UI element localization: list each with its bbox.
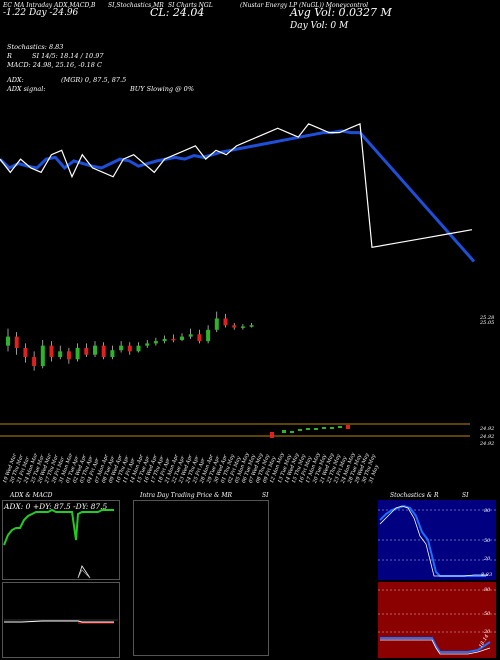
rsi-bg bbox=[378, 582, 496, 658]
candle-body bbox=[136, 345, 141, 352]
volume-bar bbox=[322, 427, 326, 429]
header-title-left: EC MA Intraday ADX,MACD,B bbox=[3, 2, 96, 9]
candlestick-chart bbox=[6, 311, 254, 371]
candle-body bbox=[232, 325, 237, 328]
adx-line bbox=[3, 508, 114, 546]
adx-readout: ADX: 0 +DY: 87.5 -DY: 87.5 bbox=[4, 502, 108, 511]
candle-body bbox=[249, 325, 254, 327]
stoch-tick-20: 20 bbox=[484, 556, 491, 562]
price-label-b: 25.05 bbox=[480, 320, 495, 326]
candle-body bbox=[93, 345, 97, 355]
volume-bar bbox=[314, 428, 318, 430]
stat-adx-signal: ADX signal: bbox=[7, 85, 46, 93]
volume-bar bbox=[330, 427, 334, 429]
candle-body bbox=[240, 326, 245, 328]
adx-panel bbox=[2, 500, 120, 580]
stoch-d-line bbox=[379, 505, 488, 577]
adx-di-line bbox=[77, 565, 91, 579]
candle-body bbox=[180, 336, 184, 340]
candle-body bbox=[214, 318, 219, 330]
macd-line bbox=[4, 620, 114, 623]
stoch-tick-50: 50 bbox=[484, 538, 491, 544]
rsi-signal-line bbox=[380, 639, 491, 655]
stat-si: SI 14/5: 18.14 / 10.97 bbox=[32, 52, 104, 60]
day-change: -1.22 Day -24.96 bbox=[3, 8, 79, 18]
candle-body bbox=[162, 338, 167, 342]
candle-body bbox=[101, 345, 106, 357]
volume-label-c: 24.92 bbox=[480, 441, 495, 447]
candle-body bbox=[6, 336, 10, 346]
stoch-panel-si: SI bbox=[462, 492, 469, 499]
stochastics-panel bbox=[378, 500, 496, 580]
rsi-tick-50: 50 bbox=[484, 611, 491, 617]
volume-bar bbox=[338, 426, 342, 428]
stoch-end-label: 8.83 bbox=[481, 572, 493, 578]
date-axis: 19 Wed Mar 20 Thu Mar 21 Fri Mar 24 Mon Mar… bbox=[0, 448, 500, 488]
stoch-tick-80: 80 bbox=[484, 508, 491, 514]
candle-body bbox=[23, 347, 28, 357]
adx-panel-title: ADX & MACD bbox=[10, 492, 53, 499]
candle-body bbox=[66, 351, 71, 360]
rsi-panel bbox=[378, 582, 496, 658]
header-title-mid: SI,Stochastics,MR bbox=[108, 2, 164, 9]
candle-body bbox=[188, 334, 193, 337]
stat-adx-val: (MGR) 0, 87.5, 87.5 bbox=[61, 76, 127, 84]
rsi-tick-20: 20 bbox=[484, 629, 491, 635]
day-volume: Day Vol: 0 M bbox=[290, 21, 349, 31]
candle-body bbox=[127, 345, 132, 352]
volume-bar bbox=[290, 431, 294, 433]
candle-body bbox=[75, 347, 80, 360]
stat-macd: MACD: 24.98, 25.16, -0.18 C bbox=[7, 61, 102, 69]
volume-label-b: 24.92 bbox=[480, 434, 495, 440]
stat-buy: BUY Slowing @ 0% bbox=[130, 85, 194, 93]
candle-body bbox=[14, 336, 19, 348]
candle-body bbox=[32, 357, 37, 367]
volume-chart bbox=[0, 423, 470, 438]
candle-body bbox=[40, 345, 45, 367]
intra-panel-si: SI bbox=[262, 492, 269, 499]
stat-adx: ADX: bbox=[7, 76, 24, 84]
volume-bar bbox=[346, 425, 350, 429]
candle-body bbox=[206, 329, 211, 342]
candle-body bbox=[171, 338, 176, 341]
intraday-panel-border bbox=[133, 500, 269, 656]
avg-volume: Avg Vol: 0.0327 M bbox=[290, 6, 392, 19]
candle-body bbox=[153, 341, 158, 344]
candle-body bbox=[84, 347, 89, 355]
rsi-tick-80: 80 bbox=[484, 587, 491, 593]
candle-body bbox=[223, 318, 228, 326]
stat-stochastics: Stochastics: 8.83 bbox=[7, 43, 64, 51]
candle-body bbox=[49, 345, 54, 357]
volume-bar bbox=[282, 430, 286, 433]
price-line-chart bbox=[0, 122, 476, 263]
candle-body bbox=[145, 343, 150, 346]
volume-bar bbox=[306, 428, 310, 430]
stochastics-bg bbox=[378, 500, 496, 580]
header-title-right: (Nustar Energy LP (NuGL)) Moneycontrol bbox=[240, 2, 369, 9]
ma-series-line bbox=[0, 122, 473, 249]
close-price: CL: 24.04 bbox=[150, 6, 205, 19]
intra-panel-title: Intra Day Trading Price & MR bbox=[140, 492, 233, 499]
candle-body bbox=[58, 351, 63, 357]
candle-body bbox=[110, 350, 115, 357]
price-label-a: 25.28 bbox=[480, 315, 495, 321]
stoch-panel-title: Stochastics & R bbox=[390, 492, 439, 499]
candle-body bbox=[119, 345, 124, 351]
stat-r: R bbox=[7, 52, 12, 60]
macd-panel bbox=[2, 582, 120, 658]
volume-label-a: 24.92 bbox=[480, 426, 495, 432]
adx-di-line-2 bbox=[77, 569, 91, 579]
adx-panel-border bbox=[2, 500, 120, 580]
volume-bar bbox=[270, 432, 274, 438]
candle-body bbox=[197, 334, 202, 342]
intraday-panel bbox=[133, 500, 269, 656]
volume-bar bbox=[298, 429, 302, 431]
header-title-mid2: SI Charts NGL bbox=[168, 2, 213, 9]
price-series-line bbox=[0, 129, 476, 263]
rsi-line bbox=[380, 637, 491, 653]
